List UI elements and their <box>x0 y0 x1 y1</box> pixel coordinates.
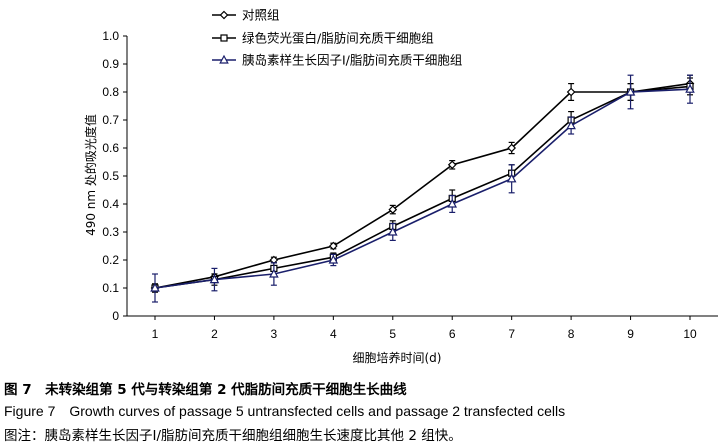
y-tick-label: 0.7 <box>102 113 119 127</box>
data-point <box>269 268 279 278</box>
data-point <box>566 87 576 97</box>
x-tick-label: 2 <box>211 327 218 341</box>
x-tick-label: 7 <box>508 327 515 341</box>
y-tick-label: 0 <box>112 309 119 323</box>
series-gfp-adsc <box>151 77 694 293</box>
x-tick-label: 10 <box>683 327 697 341</box>
x-tick-label: 1 <box>152 327 159 341</box>
legend-label: 绿色荧光蛋白/脂肪间充质干细胞组 <box>242 31 434 46</box>
legend-item-gfp-adsc: 绿色荧光蛋白/脂肪间充质干细胞组 <box>212 31 434 46</box>
data-point <box>150 282 160 292</box>
data-point <box>387 226 398 236</box>
growth-curve-chart: 0 0.1 0.2 0.3 0.4 0.5 0.6 0.7 0.8 0.9 1.0 1 2 3 4 5 6 7 8… <box>83 8 718 365</box>
series-igf1-adsc <box>150 74 695 303</box>
x-tick-label: 3 <box>271 327 278 341</box>
legend-marker <box>219 10 229 20</box>
series-line-gfp-adsc <box>154 85 691 289</box>
y-tick-label: 0.8 <box>102 85 119 99</box>
data-point <box>209 274 220 284</box>
x-tick-label: 6 <box>449 327 456 341</box>
y-tick-label: 0.6 <box>102 141 119 155</box>
data-point <box>685 83 695 93</box>
figure-note: 图注：胰岛素样生长因子Ⅰ/脂肪间充质干细胞组细胞生长速度比其他 2 组快。 <box>4 428 462 444</box>
y-tick-label: 0.2 <box>102 253 119 267</box>
legend-label: 胰岛素样生长因子Ⅰ/脂肪间充质干细胞组 <box>242 53 462 68</box>
data-point <box>447 198 458 208</box>
y-axis-label: 490 nm 处的吸光度值 <box>83 114 98 236</box>
data-point <box>328 241 338 251</box>
y-tick-label: 1.0 <box>102 29 119 43</box>
x-tick-label: 8 <box>568 327 575 341</box>
legend-marker <box>219 54 229 64</box>
figure-caption-english: Figure 7 Growth curves of passage 5 untr… <box>4 403 566 419</box>
y-tick-label: 0.3 <box>102 225 119 239</box>
x-tick-label: 9 <box>627 327 634 341</box>
data-point <box>388 205 398 214</box>
legend-marker <box>220 34 228 42</box>
x-axis-ticks: 1 2 3 4 5 6 7 8 9 10 <box>152 316 697 341</box>
legend-label: 对照组 <box>242 8 280 23</box>
data-point <box>506 173 517 183</box>
y-tick-label: 0.9 <box>102 57 119 71</box>
figure-caption-chinese: 图 7 未转染组第 5 代与转染组第 2 代脂肪间充质干细胞生长曲线 <box>4 382 407 398</box>
series-line-control <box>154 82 691 289</box>
x-tick-label: 4 <box>330 327 337 341</box>
plot-area <box>150 74 695 303</box>
y-tick-label: 0.4 <box>102 197 119 211</box>
series-control <box>150 74 695 293</box>
y-tick-label: 0.1 <box>102 281 119 295</box>
legend-item-igf1-adsc: 胰岛素样生长因子Ⅰ/脂肪间充质干细胞组 <box>212 53 462 68</box>
series-line-igf1-adsc <box>154 88 691 289</box>
data-point <box>507 143 517 153</box>
legend-item-control: 对照组 <box>212 8 280 23</box>
y-axis-ticks: 0 0.1 0.2 0.3 0.4 0.5 0.6 0.7 0.8 0.9 1.0 <box>102 29 127 323</box>
x-tick-label: 5 <box>389 327 396 341</box>
x-axis-label: 细胞培养时间(d) <box>353 350 442 365</box>
data-point <box>625 86 636 96</box>
y-tick-label: 0.5 <box>102 169 119 183</box>
data-point <box>328 254 339 264</box>
data-point <box>447 160 457 170</box>
data-point <box>566 120 576 130</box>
